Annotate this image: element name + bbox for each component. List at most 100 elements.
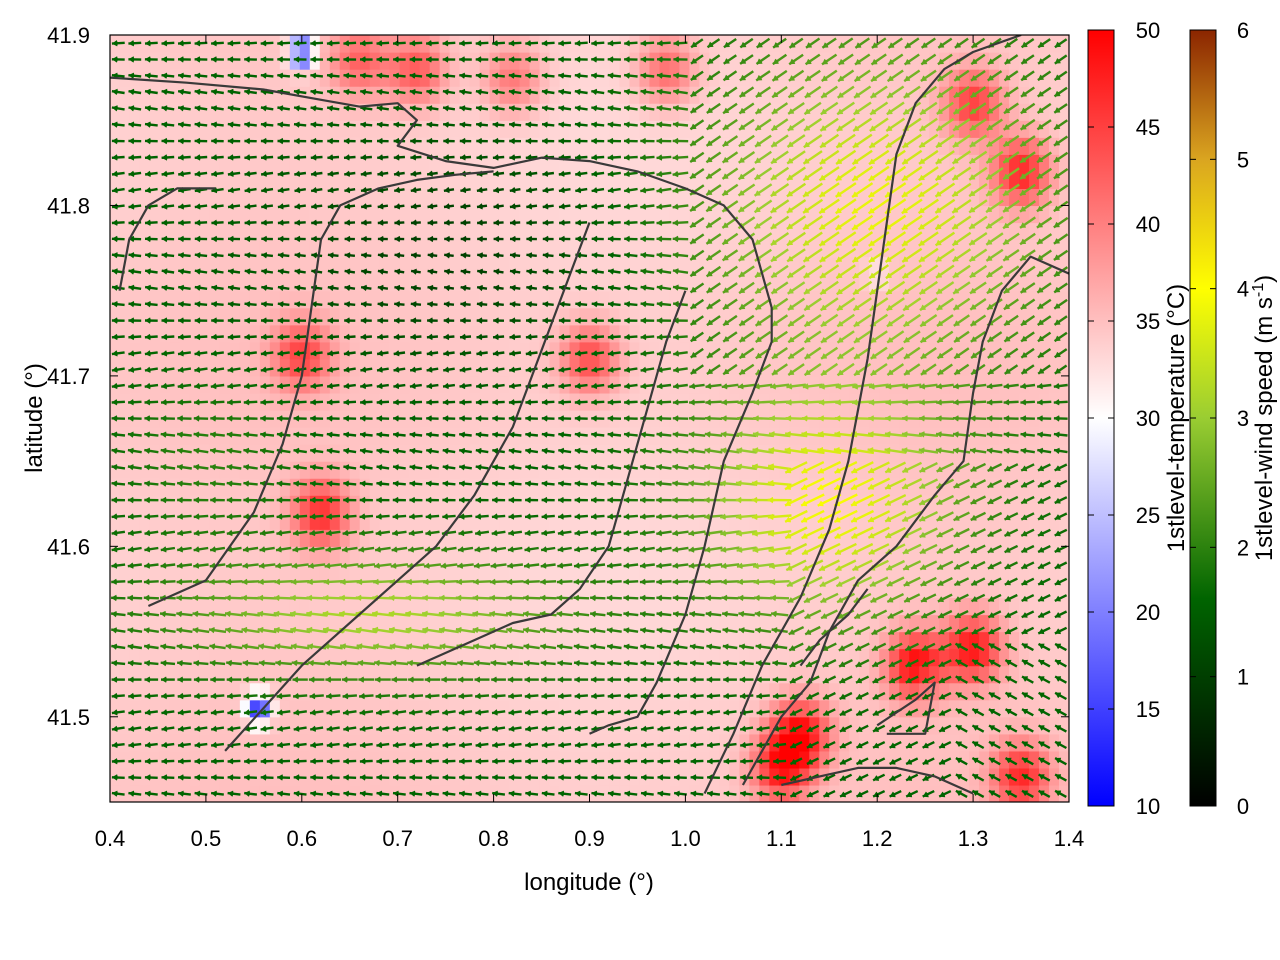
heatmap-cell [449, 103, 461, 121]
heatmap-cell [739, 614, 750, 633]
heatmap-cell [309, 665, 321, 684]
heatmap-cell [689, 597, 700, 616]
heatmap-cell [889, 290, 900, 309]
heatmap-cell [369, 358, 381, 377]
heatmap-cell [979, 512, 990, 530]
heatmap-cell [879, 546, 890, 564]
heatmap-cell [519, 597, 531, 616]
heatmap-cell [219, 171, 231, 189]
heatmap-cell [899, 529, 910, 547]
heatmap-cell [119, 205, 131, 224]
heatmap-cell [439, 69, 451, 87]
heatmap-cell [629, 222, 641, 241]
heatmap-cell [549, 648, 561, 667]
heatmap-cell [559, 512, 571, 530]
heatmap-cell [379, 665, 391, 684]
heatmap-cell [829, 205, 840, 224]
heatmap-cell [119, 324, 131, 343]
heatmap-cell [119, 733, 131, 752]
heatmap-cell [219, 716, 231, 735]
heatmap-cell [589, 580, 601, 599]
heatmap-cell [369, 784, 381, 802]
heatmap-cell [939, 461, 950, 479]
heatmap-cell [619, 444, 631, 462]
heatmap-cell [569, 52, 581, 70]
heatmap-cell [859, 205, 870, 224]
heatmap-cell [939, 444, 950, 462]
heatmap-cell [879, 103, 890, 121]
heatmap-cell [659, 324, 671, 343]
heatmap-cell [459, 648, 471, 667]
wind-arrow [591, 758, 605, 765]
heatmap-cell [329, 273, 341, 292]
heatmap-cell [129, 648, 141, 667]
heatmap-cell [869, 427, 880, 445]
heatmap-cell [199, 273, 211, 292]
heatmap-cell [1009, 580, 1020, 599]
heatmap-cell [529, 52, 541, 70]
heatmap-cell [869, 767, 880, 786]
heatmap-cell [649, 52, 661, 70]
heatmap-cell [629, 478, 641, 496]
heatmap-cell [149, 648, 161, 667]
heatmap-cell [699, 529, 710, 547]
heatmap-cell [849, 35, 860, 53]
heatmap-cell [239, 750, 251, 769]
heatmap-cell [959, 478, 970, 496]
heatmap-cell [929, 239, 940, 258]
heatmap-cell [749, 324, 760, 343]
heatmap-cell [1059, 597, 1069, 616]
heatmap-cell [789, 239, 800, 258]
heatmap-cell [769, 614, 780, 633]
heatmap-cell [169, 392, 181, 411]
heatmap-cell [179, 69, 191, 87]
heatmap-cell [749, 188, 760, 207]
heatmap-cell [159, 171, 171, 189]
heatmap-cell [569, 103, 581, 121]
heatmap-cell [549, 409, 561, 428]
heatmap-cell [519, 546, 531, 564]
heatmap-cell [789, 154, 800, 172]
heatmap-cell [199, 239, 211, 258]
heatmap-cell [369, 648, 381, 667]
heatmap-cell [419, 750, 431, 769]
heatmap-cell [139, 529, 151, 547]
heatmap-cell [279, 222, 291, 241]
heatmap-cell [229, 341, 241, 360]
heatmap-cell [129, 716, 141, 735]
heatmap-cell [989, 563, 1000, 582]
heatmap-cell [939, 239, 950, 258]
heatmap-cell [149, 512, 161, 530]
heatmap-cell [949, 307, 960, 326]
wind-arrow [707, 758, 720, 765]
heatmap-cell [949, 682, 960, 701]
heatmap-cell [269, 461, 281, 479]
heatmap-cell [779, 103, 790, 121]
heatmap-cell [1059, 750, 1069, 769]
heatmap-cell [509, 699, 521, 718]
heatmap-cell [429, 563, 441, 582]
heatmap-cell [669, 86, 681, 104]
heatmap-cell [749, 103, 760, 121]
heatmap-cell [129, 324, 141, 343]
wind-arrow [558, 741, 572, 749]
heatmap-cell [1049, 239, 1060, 258]
heatmap-cell [379, 614, 391, 633]
heatmap-cell [359, 103, 371, 121]
heatmap-cell [479, 716, 491, 735]
heatmap-cell [499, 188, 511, 207]
heatmap-cell [339, 69, 351, 87]
heatmap-cell [839, 767, 850, 786]
wind-arrow [343, 741, 357, 749]
heatmap-cell [889, 444, 900, 462]
heatmap-cell [809, 461, 820, 479]
heatmap-cell [469, 478, 481, 496]
wind-arrow [657, 741, 671, 749]
heatmap-cell [669, 324, 681, 343]
heatmap-cell [839, 733, 850, 752]
heatmap-cell [179, 137, 191, 155]
heatmap-cell [839, 580, 850, 599]
wind-arrow [1038, 740, 1051, 750]
heatmap-cell [609, 256, 621, 275]
heatmap-cell [269, 103, 281, 121]
